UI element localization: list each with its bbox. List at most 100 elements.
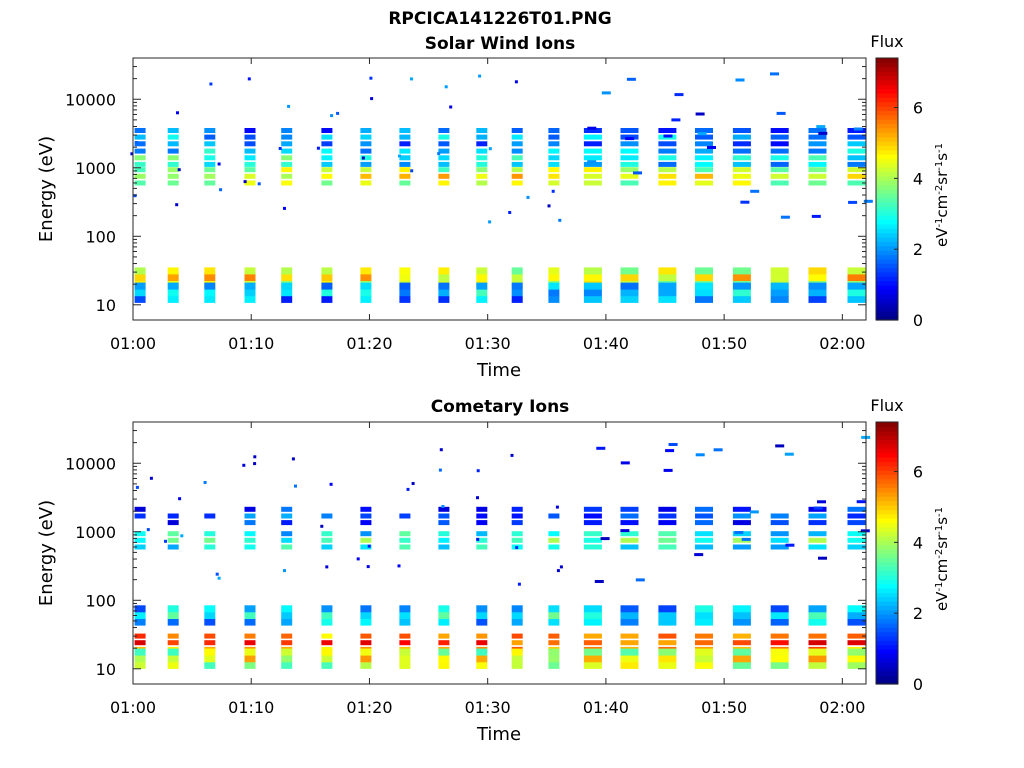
flux-cell xyxy=(321,155,333,161)
colorbar-segment xyxy=(876,298,898,304)
flux-cell xyxy=(658,282,677,290)
flux-cell xyxy=(620,173,639,179)
flux-cell xyxy=(476,496,479,500)
flux-cell xyxy=(399,180,411,186)
flux-cell xyxy=(734,531,744,534)
flux-cell xyxy=(175,203,179,207)
flux-cell xyxy=(548,640,560,646)
flux-cell xyxy=(134,161,146,167)
flux-cell xyxy=(547,204,551,208)
flux-cell xyxy=(281,148,293,154)
flux-cell xyxy=(674,93,684,97)
flux-cell xyxy=(548,167,560,173)
colorbar-title: Flux xyxy=(870,32,903,51)
flux-cell xyxy=(360,173,372,179)
flux-cell xyxy=(360,655,372,663)
colorbar-segment xyxy=(876,496,898,502)
flux-cell xyxy=(356,557,360,561)
flux-cell xyxy=(548,618,560,626)
flux-cell xyxy=(476,537,480,541)
flux-cell xyxy=(665,449,675,453)
flux-cell xyxy=(808,167,827,173)
colorbar-segment xyxy=(876,465,898,471)
flux-cell xyxy=(658,289,677,297)
flux-cell xyxy=(511,141,523,147)
flux-cell xyxy=(548,513,560,519)
colorbar-unit-label: eV-1cm-2sr-1s-1 xyxy=(933,143,951,247)
flux-cell xyxy=(587,160,597,164)
flux-cell xyxy=(244,513,256,519)
colorbar-segment xyxy=(876,123,898,129)
flux-cell xyxy=(658,605,677,613)
flux-cell xyxy=(770,180,789,186)
flux-cell xyxy=(620,148,639,154)
flux-cell xyxy=(321,128,333,133)
flux-cell xyxy=(438,520,450,526)
flux-cell xyxy=(167,134,179,140)
flux-cell xyxy=(785,543,795,547)
flux-cell xyxy=(548,282,560,290)
flux-cell xyxy=(244,180,256,186)
colorbar-segment xyxy=(876,522,898,528)
flux-cell xyxy=(600,537,610,541)
flux-cell xyxy=(555,505,559,509)
flux-cell xyxy=(438,155,450,161)
colorbar-segment xyxy=(876,180,898,186)
flux-cell xyxy=(167,655,179,663)
flux-cell xyxy=(770,531,789,537)
flux-cell xyxy=(658,655,677,663)
flux-cell xyxy=(658,295,677,303)
flux-cell xyxy=(215,572,219,576)
flux-cell xyxy=(663,468,673,472)
flux-cell xyxy=(808,648,827,656)
flux-cell xyxy=(658,267,677,275)
flux-cell xyxy=(847,633,866,639)
flux-cell xyxy=(399,655,411,663)
flux-cell xyxy=(863,199,873,203)
flux-cell xyxy=(360,134,372,140)
flux-cell xyxy=(476,506,488,512)
flux-cell xyxy=(476,267,488,275)
colorbar-segment xyxy=(876,583,898,589)
colorbar-segment xyxy=(876,241,898,247)
flux-cell xyxy=(360,267,372,275)
flux-cell xyxy=(399,618,411,626)
flux-cell xyxy=(438,640,450,646)
colorbar-segment xyxy=(876,635,898,641)
colorbar-segment xyxy=(876,62,898,68)
flux-cell xyxy=(410,169,414,173)
colorbar-segment xyxy=(876,631,898,637)
flux-cell xyxy=(321,648,333,656)
flux-cell xyxy=(556,569,560,573)
flux-cell xyxy=(244,618,256,626)
flux-cell xyxy=(281,506,293,512)
flux-cell xyxy=(695,520,713,526)
flux-cell xyxy=(658,648,677,656)
flux-cell xyxy=(847,612,866,619)
flux-cell xyxy=(281,155,293,161)
flux-cell xyxy=(281,655,293,663)
flux-cell xyxy=(511,648,523,656)
flux-cell xyxy=(658,167,677,173)
flux-cell xyxy=(732,612,751,619)
flux-cell xyxy=(399,531,411,537)
flux-cell xyxy=(707,146,716,149)
flux-cell xyxy=(360,167,372,173)
colorbar-segment xyxy=(876,426,898,432)
flux-cell xyxy=(548,648,560,656)
flux-cell xyxy=(281,648,293,656)
flux-cell xyxy=(476,274,488,281)
flux-cell xyxy=(399,141,411,147)
colorbar-segment xyxy=(876,605,898,611)
colorbar-tick-label: 6 xyxy=(913,463,923,482)
flux-cell xyxy=(626,77,636,81)
colorbar-segment xyxy=(876,627,898,633)
flux-cell xyxy=(134,537,146,543)
flux-cell xyxy=(476,289,488,297)
flux-cell xyxy=(732,274,751,281)
flux-cell xyxy=(511,655,523,663)
x-tick-label: 01:40 xyxy=(583,698,629,717)
flux-cell xyxy=(438,468,442,472)
flux-cell xyxy=(281,173,293,179)
plot-frame xyxy=(132,57,867,321)
